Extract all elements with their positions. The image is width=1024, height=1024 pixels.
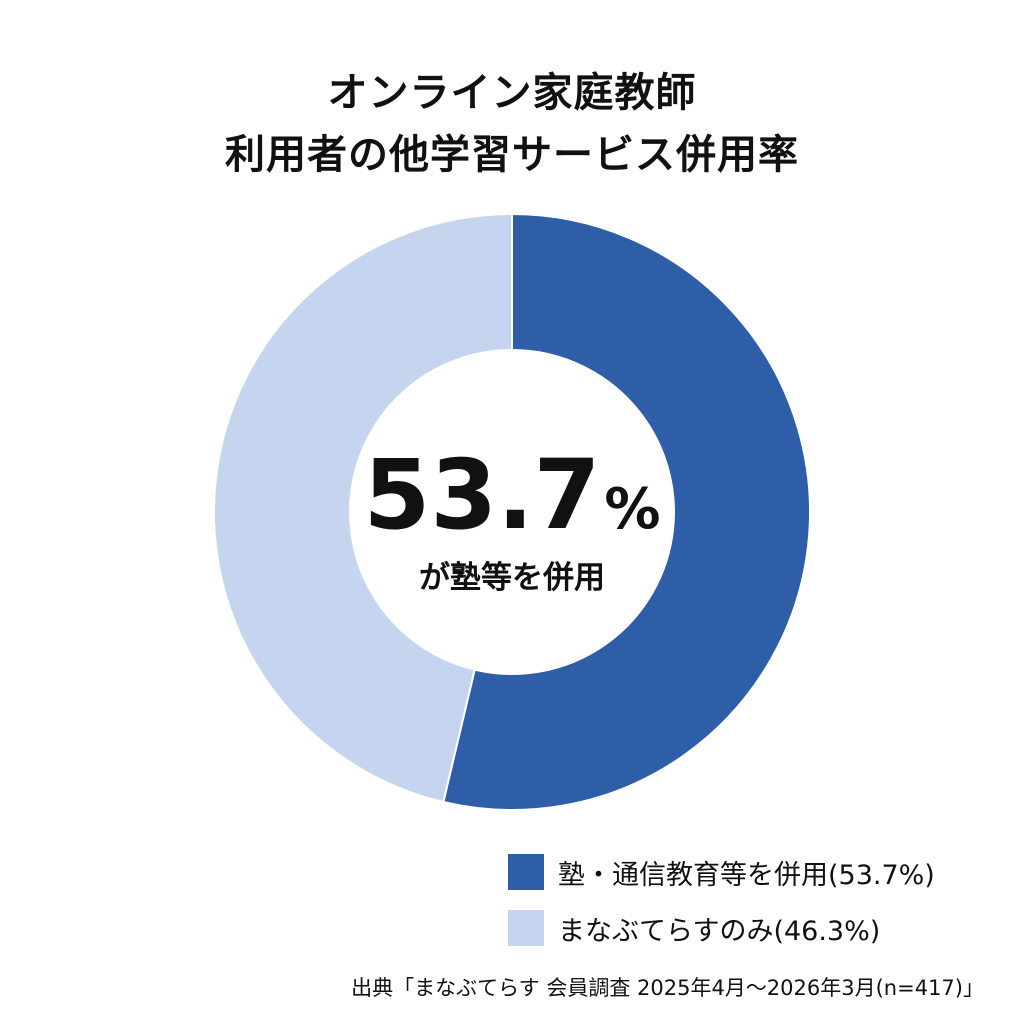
- center-value-number: 53.7: [364, 439, 601, 551]
- legend-swatch-only: [508, 910, 544, 946]
- chart-title: オンライン家庭教師 利用者の他学習サービス併用率: [0, 62, 1024, 186]
- legend-label-combined: 塾・通信教育等を併用(53.7%): [558, 859, 935, 891]
- center-value: 53.7%: [364, 439, 661, 551]
- legend-label-only: まなぶてらすのみ(46.3%): [558, 915, 881, 947]
- legend-swatch-combined: [508, 854, 544, 890]
- chart-title-line-1: オンライン家庭教師: [327, 70, 697, 116]
- legend-item-combined: 塾・通信教育等を併用(53.7%): [508, 848, 935, 896]
- center-caption: が塾等を併用: [419, 560, 605, 596]
- donut-slice-only: [213, 212, 513, 804]
- legend-item-only: まなぶてらすのみ(46.3%): [508, 904, 935, 952]
- chart-title-line-2: 利用者の他学習サービス併用率: [225, 132, 799, 178]
- source-note: 出典「まなぶてらす 会員調査 2025年4月〜2026年3月(n=417)」: [351, 976, 984, 1000]
- legend: 塾・通信教育等を併用(53.7%) まなぶてらすのみ(46.3%): [508, 848, 935, 960]
- center-value-unit: %: [604, 477, 660, 542]
- donut-slices: [213, 212, 811, 811]
- donut-slice-combined: [442, 212, 811, 811]
